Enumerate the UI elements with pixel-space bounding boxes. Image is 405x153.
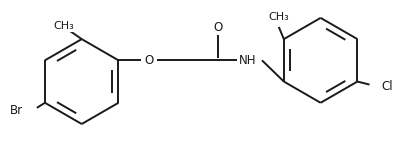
Text: CH₃: CH₃ (268, 12, 288, 22)
Text: O: O (144, 54, 153, 67)
Text: Cl: Cl (381, 80, 392, 93)
Text: NH: NH (239, 54, 256, 67)
Text: O: O (212, 21, 222, 34)
Text: CH₃: CH₃ (53, 21, 74, 31)
Text: Br: Br (10, 104, 23, 117)
